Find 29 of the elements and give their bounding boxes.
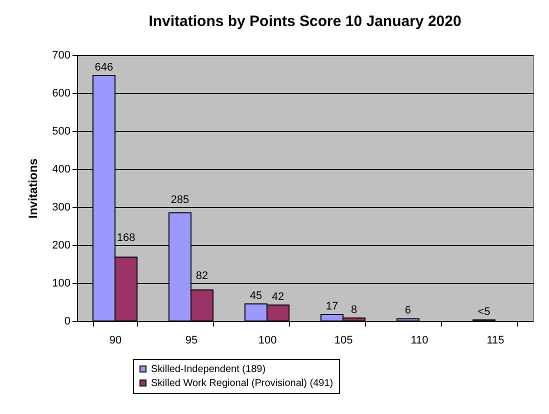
- data-label: 168: [116, 232, 136, 244]
- x-tick-label: 90: [109, 334, 122, 346]
- x-tick-label: 100: [258, 334, 277, 346]
- data-label: 17: [326, 300, 338, 313]
- x-tick-label: 95: [185, 334, 198, 346]
- data-label: 646: [94, 62, 114, 74]
- data-label: 45: [250, 290, 262, 302]
- legend-label: Skilled Work Regional (Provisional) (491): [151, 378, 334, 389]
- y-tick-label: 300: [52, 202, 70, 214]
- y-tick-label: 700: [52, 50, 70, 62]
- chart-title: Invitations by Points Score 10 January 2020: [148, 13, 462, 30]
- bar: [396, 318, 420, 322]
- x-tick-label: 115: [486, 334, 504, 346]
- y-axis-title: Invitations: [26, 158, 40, 219]
- y-tick-label: 100: [52, 278, 70, 290]
- legend-label: Skilled-Independent (189): [151, 364, 266, 375]
- data-label: 6: [404, 304, 412, 317]
- x-tick-label: 105: [334, 334, 353, 346]
- y-tick-label: 0: [64, 316, 70, 328]
- x-tick-label: 110: [410, 334, 428, 346]
- data-label: 285: [170, 194, 190, 206]
- y-tick-label: 600: [52, 88, 70, 100]
- y-tick-label: 400: [52, 164, 70, 176]
- data-label: <5: [478, 306, 490, 318]
- data-label: 8: [350, 304, 358, 316]
- y-tick-label: 200: [52, 240, 70, 252]
- data-label: 42: [272, 291, 284, 304]
- data-label: 82: [196, 270, 208, 282]
- y-tick-label: 500: [52, 126, 70, 138]
